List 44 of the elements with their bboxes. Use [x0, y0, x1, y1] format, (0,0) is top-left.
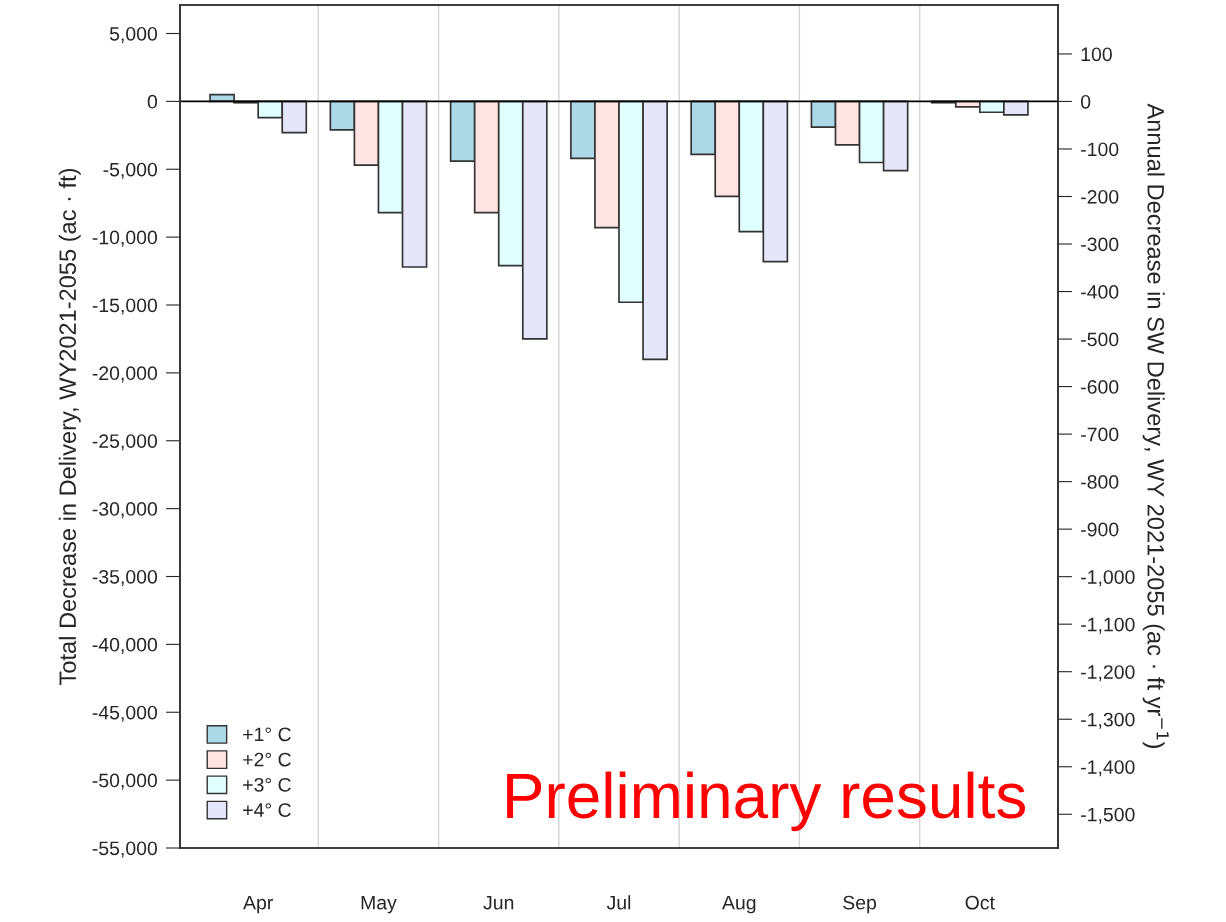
- y2-axis-title: Annual Decrease in SW Delivery, WY 2021-2055 (ac · ft yr$^{−1}$): [1142, 103, 1169, 748]
- y2-tick-label: -200: [1081, 189, 1119, 204]
- x-tick-label: Jun: [483, 895, 514, 910]
- legend-label: +2° C: [243, 752, 291, 767]
- y-axis-title: Total Decrease in Delivery, WY2021-2055 (ac · ft): [58, 169, 81, 685]
- y-tick-label: -50,000: [92, 773, 158, 790]
- x-tick-label: Jul: [606, 895, 631, 910]
- legend-label: +4° C: [243, 803, 291, 817]
- legend-label: +3° C: [243, 777, 291, 792]
- y-tick-label: 5,000: [109, 26, 158, 44]
- y2-tick-label: -1,200: [1081, 665, 1135, 682]
- y2-tick-label: -1,000: [1081, 570, 1135, 587]
- x-tick-label: Sep: [843, 895, 877, 914]
- y-tick-label: -45,000: [92, 705, 158, 722]
- y2-tick-label: -700: [1081, 427, 1119, 442]
- y-tick-label: -15,000: [92, 298, 158, 315]
- y2-tick-label: -400: [1081, 285, 1119, 299]
- y-tick-label: -10,000: [92, 230, 158, 247]
- y-tick-label: -25,000: [92, 434, 158, 451]
- x-tick-label: Apr: [243, 895, 273, 914]
- y-tick-label: -20,000: [92, 366, 158, 383]
- y2-tick-label: -600: [1081, 380, 1119, 394]
- y2-tick-label: -1,400: [1081, 760, 1135, 777]
- y2-tick-label: -300: [1081, 237, 1119, 252]
- y-tick-label: -30,000: [92, 502, 158, 519]
- y2-tick-label: -1,500: [1081, 807, 1135, 824]
- y2-tick-label: -800: [1081, 475, 1119, 489]
- y-tick-label: -35,000: [92, 569, 158, 587]
- legend-label: +1° C: [243, 727, 291, 742]
- x-tick-label: Aug: [722, 895, 756, 914]
- x-tick-label: May: [361, 895, 397, 914]
- x-tick-label: Oct: [965, 895, 995, 910]
- y2-tick-label: -100: [1081, 142, 1119, 157]
- y-tick-label: 0: [147, 94, 158, 109]
- y2-tick-label: -1,100: [1081, 617, 1135, 634]
- y-tick-label: -40,000: [92, 637, 158, 654]
- y-tick-label: -55,000: [92, 841, 158, 858]
- y2-tick-label: -1,300: [1081, 712, 1135, 729]
- y-tick-label: -5,000: [103, 162, 158, 179]
- y2-tick-label: 0: [1080, 94, 1091, 109]
- y2-tick-label: -500: [1081, 332, 1119, 347]
- y2-tick-label: 100: [1081, 47, 1112, 62]
- y2-tick-label: -900: [1081, 522, 1119, 537]
- annotation: Preliminary results: [507, 771, 1025, 832]
